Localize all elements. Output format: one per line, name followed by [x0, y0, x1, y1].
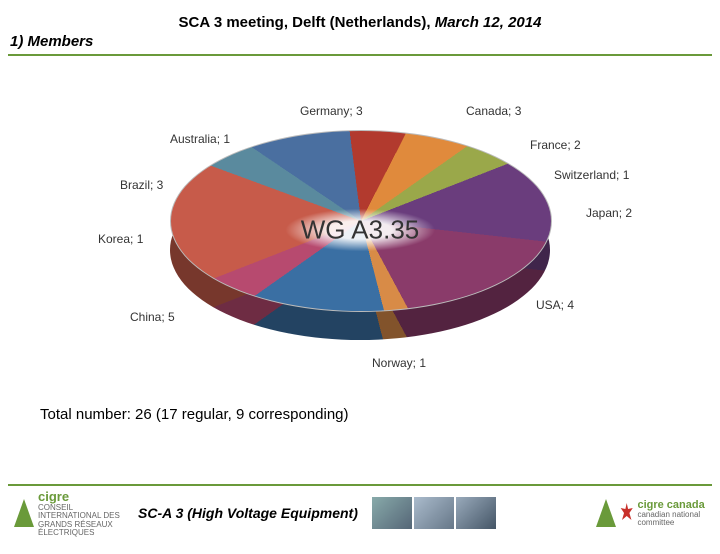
slice-label: USA; 4: [536, 298, 574, 312]
logo-cigre-canada: cigre canada canadian national committee: [596, 492, 706, 534]
header-rule: [8, 54, 712, 56]
slice-label: Norway; 1: [372, 356, 426, 370]
logo-cigre-text: cigre CONSEIL INTERNATIONAL DES GRANDS R…: [38, 489, 124, 538]
logo-cigre-canada-text: cigre canada canadian national committee: [637, 499, 706, 528]
slice-label: Switzerland; 1: [554, 168, 629, 182]
total-text: Total number: 26 (17 regular, 9 correspo…: [40, 406, 720, 423]
logo-cigre-canada-label: cigre canada: [637, 499, 706, 511]
footer-text: SC-A 3 (High Voltage Equipment): [138, 505, 358, 521]
logo-cigre-canada-icon: [596, 499, 616, 527]
slice-label: Canada; 3: [466, 104, 521, 118]
footer-photo: [372, 497, 412, 529]
slice-label: Japan; 2: [586, 206, 632, 220]
footer: cigre CONSEIL INTERNATIONAL DES GRANDS R…: [0, 484, 720, 554]
logo-cigre-canada-sub: canadian national committee: [637, 511, 706, 528]
footer-photo: [414, 497, 454, 529]
logo-cigre-icon: [14, 499, 34, 527]
footer-rule: [8, 484, 712, 486]
footer-photos: [372, 497, 496, 529]
slice-label: Australia; 1: [170, 132, 230, 146]
slice-label: China; 5: [130, 310, 175, 324]
footer-photo: [456, 497, 496, 529]
slice-label: France; 2: [530, 138, 581, 152]
slice-label: Germany; 3: [300, 104, 363, 118]
pie-top: [170, 130, 552, 312]
title-date: March 12, 2014: [435, 14, 542, 31]
pie-body: WG A3.35: [170, 120, 550, 340]
pie-chart: WG A3.35 Canada; 3 France; 2 Switzerland; …: [0, 60, 720, 400]
footer-row: cigre CONSEIL INTERNATIONAL DES GRANDS R…: [0, 492, 720, 534]
logo-cigre: cigre CONSEIL INTERNATIONAL DES GRANDS R…: [14, 492, 124, 534]
slice-label: Korea; 1: [98, 232, 143, 246]
section-label: 1) Members: [10, 33, 720, 50]
maple-leaf-icon: [620, 503, 633, 523]
logo-cigre-label: cigre: [38, 489, 124, 504]
logo-cigre-sub: CONSEIL INTERNATIONAL DES GRANDS RÉSEAUX…: [38, 504, 124, 538]
slice-label: Brazil; 3: [120, 178, 163, 192]
title-prefix: SCA 3 meeting, Delft (Netherlands),: [179, 14, 435, 31]
page-title: SCA 3 meeting, Delft (Netherlands), Marc…: [0, 14, 720, 31]
